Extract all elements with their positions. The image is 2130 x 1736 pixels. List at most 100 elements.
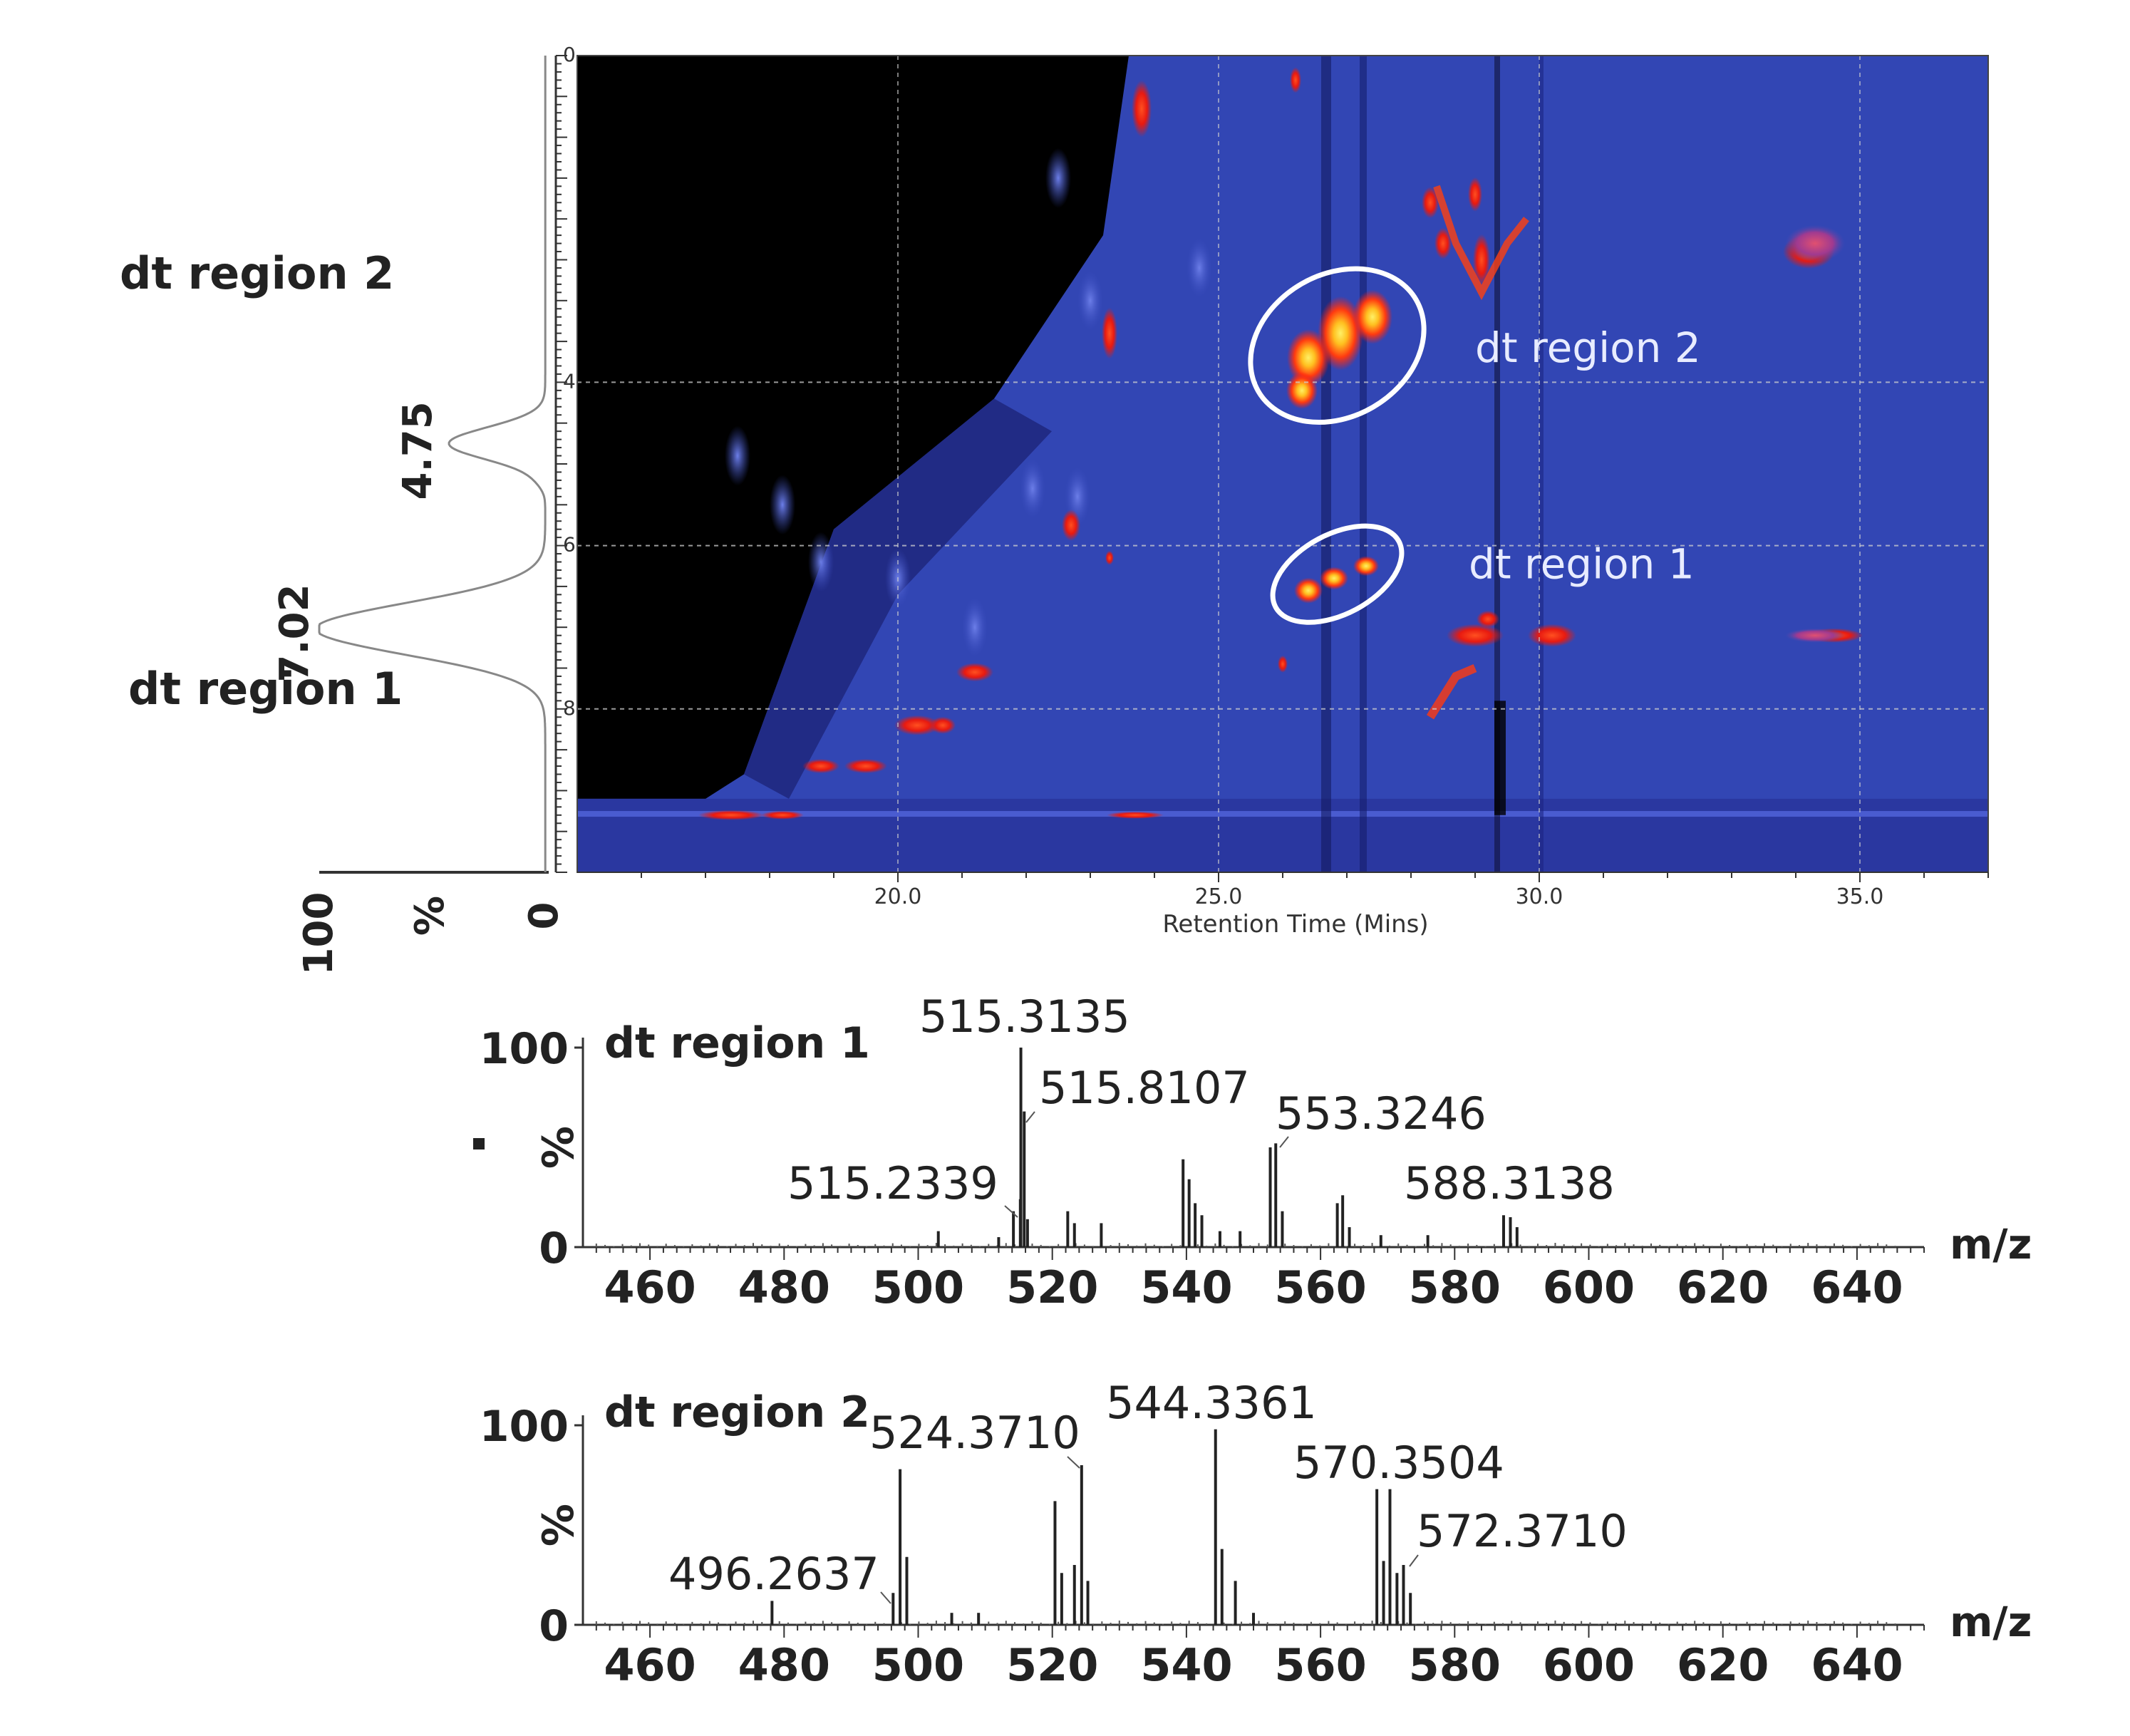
- heatmap-red-feature: [930, 716, 956, 734]
- heatmap-faint-spot: [1077, 270, 1103, 331]
- heatmap-red-feature: [802, 759, 839, 774]
- heatmap-pink-feature: [1785, 628, 1845, 643]
- heatmap-hot-spot: [1353, 289, 1392, 344]
- heatmap-faint-spot: [770, 475, 795, 535]
- spectrum-x-tick-label: 480: [738, 1639, 830, 1691]
- spectrum-dt-region-2: 100 0% 460 480 500 520 540 560 580 600 620 640 m/z dt…: [480, 1377, 2032, 1691]
- profile-tick-100: 100: [296, 892, 342, 976]
- spectrum-x-tick-label: 520: [1006, 1639, 1098, 1691]
- heatmap-x-tick-label: 25.0: [1195, 884, 1243, 909]
- peak-annotation-label: 496.2637: [668, 1548, 879, 1600]
- side-region-2-label: dt region 2: [120, 247, 394, 299]
- heatmap-red-feature: [761, 810, 804, 820]
- profile-peak-label-4-75: 4.75: [395, 401, 441, 500]
- stray-mark: [473, 1138, 485, 1149]
- heatmap-red-feature: [1062, 509, 1080, 541]
- profile-tick-0: 0: [521, 902, 567, 930]
- heatmap-red-feature: [894, 715, 940, 735]
- heatmap-red-feature: [1107, 811, 1164, 819]
- heatmap-hot-spot: [1353, 556, 1379, 577]
- heatmap-red-feature: [844, 759, 887, 774]
- heatmap-red-feature: [1105, 550, 1114, 565]
- peak-annotation-label: 515.3135: [919, 991, 1130, 1043]
- spectrum-x-tick-label: 640: [1811, 1639, 1903, 1691]
- heatmap-red-feature: [1468, 177, 1482, 212]
- heatmap-x-tick-label: 20.0: [874, 884, 922, 909]
- heatmap-faint-spot: [962, 597, 988, 658]
- spectrum-y-tick-label: 100: [480, 1402, 569, 1452]
- peak-annotation-label: 544.3361: [1106, 1377, 1317, 1429]
- heatmap-streak: [1494, 56, 1500, 872]
- spectrum-x-axis-title: m/z: [1950, 1220, 2032, 1269]
- profile-curve: [318, 56, 547, 872]
- heatmap-panel: dt region 2 dt region 1 0 4 6 8 20.0 25.0 30.0 35…: [554, 43, 1989, 939]
- spectrum-x-tick-label: 600: [1543, 1261, 1635, 1313]
- profile-tick-percent: %: [407, 896, 453, 936]
- heatmap-red-feature: [1102, 307, 1117, 359]
- region-2-ellipse: [1248, 266, 1427, 425]
- heatmap-y-tick-label: 6: [563, 533, 576, 557]
- heatmap-x-axis-title: Retention Time (Mins): [1162, 910, 1428, 939]
- peak-annotation-label: 588.3138: [1404, 1157, 1615, 1209]
- spectrum-x-tick-label: 460: [604, 1639, 696, 1691]
- peak-annotation-leader: [1067, 1456, 1080, 1469]
- spectrum-x-tick-label: 580: [1409, 1261, 1501, 1313]
- heatmap-bottom-band: [577, 798, 1988, 872]
- heatmap-streak: [1539, 56, 1544, 872]
- heatmap-streak: [1360, 56, 1367, 872]
- heatmap-dark-spot: [1494, 701, 1506, 815]
- heatmap-red-feature: [1132, 80, 1152, 138]
- peak-annotation-leader: [1004, 1205, 1018, 1218]
- spectrum-dt-region-1: 100 0% 460 480 500 520 540 560 580 600 620 640 m/z dt…: [473, 991, 2032, 1313]
- side-region-1-label: dt region 1: [128, 663, 403, 715]
- heatmap-bottom-streak: [577, 811, 1988, 817]
- spectrum-x-tick-label: 620: [1677, 1639, 1769, 1691]
- heatmap-faint-spot: [1187, 237, 1212, 298]
- spectrum-y-tick-label: 0: [539, 1601, 569, 1651]
- heatmap-y-tick-label: 4: [563, 369, 576, 393]
- heatmap-red-feature: [1278, 655, 1288, 673]
- spectrum-x-tick-label: 540: [1140, 1261, 1232, 1313]
- heatmap-hot-spot: [1320, 567, 1348, 590]
- heatmap-hot-spot: [1318, 296, 1363, 371]
- spectrum-x-tick-label: 640: [1811, 1261, 1903, 1313]
- heatmap-red-diagonal: [1426, 663, 1477, 720]
- spectrum-x-tick-label: 560: [1274, 1639, 1366, 1691]
- heatmap-red-feature: [1290, 67, 1301, 93]
- spectrum-y-axis-title: %: [534, 1504, 584, 1546]
- heatmap-red-feature: [1528, 624, 1576, 647]
- peak-annotation-label: 524.3710: [869, 1407, 1080, 1459]
- heatmap-faint-spot: [808, 532, 834, 592]
- heatmap-region-1-label: dt region 1: [1469, 539, 1695, 588]
- spectrum-y-tick-label: 0: [539, 1224, 569, 1273]
- heatmap-red-feature: [956, 663, 993, 682]
- heatmap-red-zigzag: [1433, 185, 1529, 301]
- peak-annotation-label: 570.3504: [1293, 1437, 1504, 1489]
- region-1-ellipse: [1270, 523, 1405, 625]
- drift-time-profile: 100% 0 7.02 4.75 dt region 2 dt region 1: [120, 56, 567, 975]
- heatmap-y-tick-label: 8: [563, 696, 576, 720]
- spectrum-y-axis-title: %: [534, 1126, 584, 1169]
- peak-annotation-leader: [1279, 1136, 1289, 1148]
- spectrum-title: dt region 1: [604, 1018, 870, 1068]
- spectrum-x-tick-label: 500: [872, 1639, 964, 1691]
- heatmap-red-feature: [1447, 624, 1504, 647]
- heatmap-faint-spot: [725, 425, 750, 486]
- peak-annotation-label: 553.3246: [1276, 1087, 1487, 1140]
- spectrum-x-tick-label: 580: [1409, 1639, 1501, 1691]
- spectrum-x-tick-label: 620: [1677, 1261, 1769, 1313]
- heatmap-red-feature: [1477, 610, 1499, 628]
- heatmap-hot-spot: [1286, 371, 1318, 409]
- heatmap-streak: [1321, 56, 1331, 872]
- peak-annotation-leader: [1025, 1111, 1035, 1123]
- heatmap-red-feature: [698, 810, 764, 820]
- peak-annotation-label: 515.2339: [787, 1157, 998, 1209]
- heatmap-empty-region: [577, 56, 1129, 799]
- spectrum-x-tick-label: 540: [1140, 1639, 1232, 1691]
- heatmap-red-feature: [1473, 234, 1490, 286]
- spectrum-x-tick-label: 500: [872, 1261, 964, 1313]
- spectrum-title: dt region 2: [604, 1388, 870, 1437]
- peak-annotation-leader: [1409, 1554, 1419, 1567]
- heatmap-edge: [744, 398, 1052, 799]
